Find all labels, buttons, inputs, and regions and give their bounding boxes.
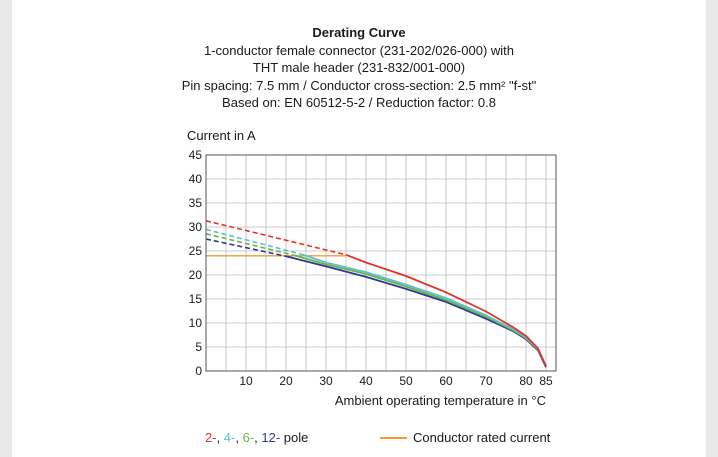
chart-subtitle-4: Based on: EN 60512-5-2 / Reduction facto… — [222, 95, 496, 110]
legend-pole-part: , — [217, 430, 224, 445]
chart-card: Derating Curve 1-conductor female connec… — [12, 0, 706, 457]
x-tick-label: 30 — [319, 374, 333, 388]
y-tick-label: 5 — [195, 340, 202, 354]
legend: 2-, 4-, 6-, 12- pole Conductor rated cur… — [205, 430, 551, 445]
x-tick-label: 20 — [279, 374, 293, 388]
grid — [206, 155, 556, 371]
y-tick-label: 40 — [189, 172, 203, 186]
x-tick-label: 80 — [519, 374, 533, 388]
x-tick-label: 50 — [399, 374, 413, 388]
y-tick-label: 25 — [189, 244, 203, 258]
chart-titles: Derating Curve 1-conductor female connec… — [12, 24, 706, 112]
series-solid-line — [301, 253, 547, 367]
series-dashed-line — [205, 228, 303, 256]
chart-subtitle-3: Pin spacing: 7.5 mm / Conductor cross-se… — [181, 77, 537, 93]
chart-title: Derating Curve — [312, 25, 406, 40]
series-dashed-line — [205, 232, 295, 257]
series-solid-line — [285, 255, 547, 368]
tick-labels: 0 5 10 15 20 25 30 35 40 45 10 20 30 40 50 60 70 80 85 — [189, 148, 553, 388]
legend-rated-label: Conductor rated current — [413, 430, 551, 445]
series-dashed-line — [205, 238, 287, 258]
x-tick-label: 10 — [239, 374, 253, 388]
x-tick-label: 70 — [479, 374, 493, 388]
y-tick-label: 35 — [189, 196, 203, 210]
series-solid-line — [293, 254, 547, 367]
x-tick-label: 85 — [539, 374, 553, 388]
legend-pole-part: pole — [280, 430, 308, 445]
legend-pole-part: 4- — [224, 430, 236, 445]
legend-pole-part: 2- — [205, 430, 217, 445]
y-tick-label: 15 — [189, 292, 203, 306]
y-tick-label: 45 — [189, 148, 203, 162]
y-tick-label: 20 — [189, 268, 203, 282]
x-tick-label: 40 — [359, 374, 373, 388]
series-dashed-line — [205, 220, 347, 256]
legend-pole-part: 12- — [261, 430, 280, 445]
y-tick-label: 0 — [195, 364, 202, 378]
chart-subtitle-1: 1-conductor female connector (231-202/02… — [203, 42, 514, 58]
legend-pole-label: 2-, 4-, 6-, 12- pole — [205, 430, 308, 445]
y-axis-label: Current in A — [187, 128, 256, 143]
x-tick-label: 60 — [439, 374, 453, 388]
legend-pole-part: , — [235, 430, 242, 445]
legend-pole-part: 6- — [243, 430, 255, 445]
plot-frame — [205, 154, 557, 372]
y-tick-label: 10 — [189, 316, 203, 330]
chart-subtitle-2: THT male header (231-832/001-000) — [252, 60, 466, 75]
y-tick-label: 30 — [189, 220, 203, 234]
derating-chart: 0 5 10 15 20 25 30 35 40 45 10 20 30 40 50 60 70 80 85 Cur… — [187, 128, 557, 445]
legend-pole-part: , — [254, 430, 261, 445]
x-axis-label: Ambient operating temperature in °C — [335, 393, 546, 408]
series-solid-line — [345, 253, 547, 367]
series-lines — [205, 220, 547, 368]
